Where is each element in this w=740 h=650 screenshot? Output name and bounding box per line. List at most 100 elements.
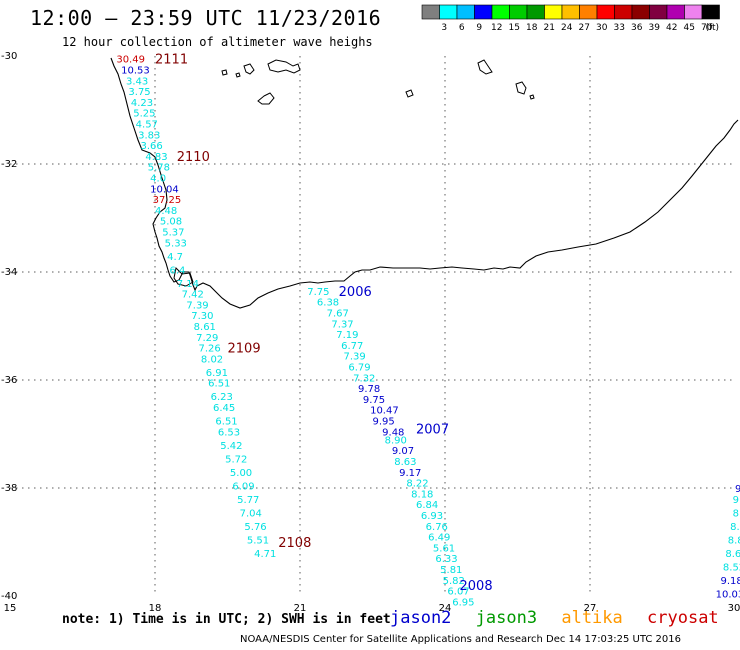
wave-height-value: 10.04 <box>150 184 179 195</box>
legend-swatch <box>701 4 720 20</box>
wave-height-value: 6.51 <box>208 379 230 390</box>
lon-tick-label: 21 <box>294 603 307 614</box>
wave-height-value: 6.38 <box>317 298 339 309</box>
wave-height-value: 8.63 <box>394 457 416 468</box>
wave-height-value: 9.78 <box>358 384 380 395</box>
wave-height-value: 6.49 <box>428 533 450 544</box>
lat-tick-label: -32 <box>1 159 17 170</box>
wave-height-value: 6.53 <box>218 427 240 438</box>
wave-height-value: 8.61 <box>194 322 216 333</box>
pass-number-label: 2108 <box>278 536 311 551</box>
pass-number-label: 2111 <box>155 53 188 68</box>
island <box>267 59 301 74</box>
sat-jason3: jason3 <box>475 608 538 628</box>
legend-swatch <box>579 4 598 20</box>
satellite-key: jason2 jason3 altika cryosat s3a <box>390 608 740 628</box>
wave-height-value: 6.84 <box>416 500 438 511</box>
wave-height-value: 5.72 <box>225 454 247 465</box>
wave-height-value: 5.78 <box>148 163 170 174</box>
legend-swatch <box>596 4 615 20</box>
wave-height-value: 7.75 <box>307 287 329 298</box>
wave-height-value: 5.42 <box>220 441 242 452</box>
lon-tick-label: 27 <box>584 603 597 614</box>
legend-label: 21 <box>544 23 555 33</box>
wave-height-value: 10.53 <box>121 66 150 77</box>
legend-label: 12 <box>491 23 502 33</box>
footer-credit: NOAA/NESDIS Center for Satellite Applica… <box>240 634 682 645</box>
wave-height-value: 9.48 <box>382 427 404 438</box>
wave-height-value: 8.8 <box>728 535 740 546</box>
lon-tick-label: 30 <box>728 603 740 614</box>
island <box>477 59 493 75</box>
wave-height-value: 6.95 <box>452 597 474 608</box>
island <box>257 92 275 105</box>
island <box>515 81 527 95</box>
wave-height-value: 9.95 <box>373 417 395 428</box>
wave-height-value: 5.37 <box>162 228 184 239</box>
wave-height-value: 7.14 <box>177 279 199 290</box>
wave-height-value: 8. <box>733 508 740 519</box>
wave-height-value: 30.49 <box>116 55 145 66</box>
legend-swatch <box>561 4 580 20</box>
south-africa-coastline <box>110 57 739 309</box>
wave-height-value: 7.39 <box>186 300 208 311</box>
wave-height-value: 9.07 <box>392 446 414 457</box>
wave-height-value: 5.08 <box>160 217 182 228</box>
lat-tick-label: -40 <box>1 591 17 602</box>
legend-label: 45 <box>684 23 695 33</box>
pass-number-label: 2109 <box>228 342 261 357</box>
wave-height-value: 4.71 <box>254 549 276 560</box>
legend-swatch <box>456 4 475 20</box>
island <box>529 94 535 100</box>
wave-height-value: 8.52 <box>723 562 740 573</box>
wave-height-value: 9.17 <box>399 468 421 479</box>
legend-label: 6 <box>459 23 465 33</box>
legend-label: 9 <box>476 23 482 33</box>
map-title: 12:00 – 23:59 UTC 11/23/2016 <box>30 6 382 30</box>
legend-label: 15 <box>509 23 520 33</box>
wave-height-readings: 30.4910.533.433.754.235.254.573.833.664.… <box>116 55 740 609</box>
legend-label: 27 <box>579 23 590 33</box>
wave-height-value: 7.30 <box>191 311 213 322</box>
wave-height-value: 7.29 <box>196 333 218 344</box>
wave-height-value: 6.23 <box>211 392 233 403</box>
wave-height-value: 5.00 <box>230 468 252 479</box>
wave-height-value: 7.19 <box>336 330 358 341</box>
legend-swatch <box>666 4 685 20</box>
wave-height-value: 5.76 <box>244 522 266 533</box>
wave-height-value: 5.77 <box>237 495 259 506</box>
pass-number-label: 2008 <box>460 579 493 594</box>
lat-tick-label: -36 <box>1 375 17 386</box>
legend-swatch <box>684 4 703 20</box>
wave-height-value: 8.7 <box>730 522 740 533</box>
legend-swatch <box>439 4 458 20</box>
coastline <box>110 57 739 309</box>
wave-height-value: 6.93 <box>421 511 443 522</box>
wave-height-value: 7.26 <box>199 344 221 355</box>
wave-height-value: 4.23 <box>131 98 153 109</box>
island <box>221 69 228 76</box>
pass-number-label: 2110 <box>177 150 210 165</box>
wave-height-value: 10.47 <box>370 406 399 417</box>
legend-label: 39 <box>649 23 661 33</box>
wave-height-value: 9.18 <box>721 576 740 587</box>
wave-height-value: 6.07 <box>447 587 469 598</box>
legend-label: 18 <box>526 23 538 33</box>
wave-height-value: 8.18 <box>411 489 433 500</box>
wave-height-value: 5.25 <box>133 109 155 120</box>
wave-height-value: 6.76 <box>426 522 448 533</box>
wave-height-value: 4.0 <box>150 174 166 185</box>
legend-label: 36 <box>631 23 643 33</box>
wave-height-value: 37.25 <box>153 195 182 206</box>
legend-swatch <box>614 4 633 20</box>
lat-tick-label: -34 <box>1 267 17 278</box>
wave-height-value: 7.37 <box>331 319 353 330</box>
lat-lon-grid: 15 18 21 24 27 30 -30 -32 -34 -36 -38 -40 <box>1 51 740 614</box>
wave-height-value: 4.83 <box>145 152 167 163</box>
island <box>405 89 414 98</box>
legend-swatch <box>544 4 563 20</box>
legend-label: 24 <box>561 23 573 33</box>
wave-height-value: 5.51 <box>247 535 269 546</box>
lon-tick-label: 18 <box>149 603 162 614</box>
